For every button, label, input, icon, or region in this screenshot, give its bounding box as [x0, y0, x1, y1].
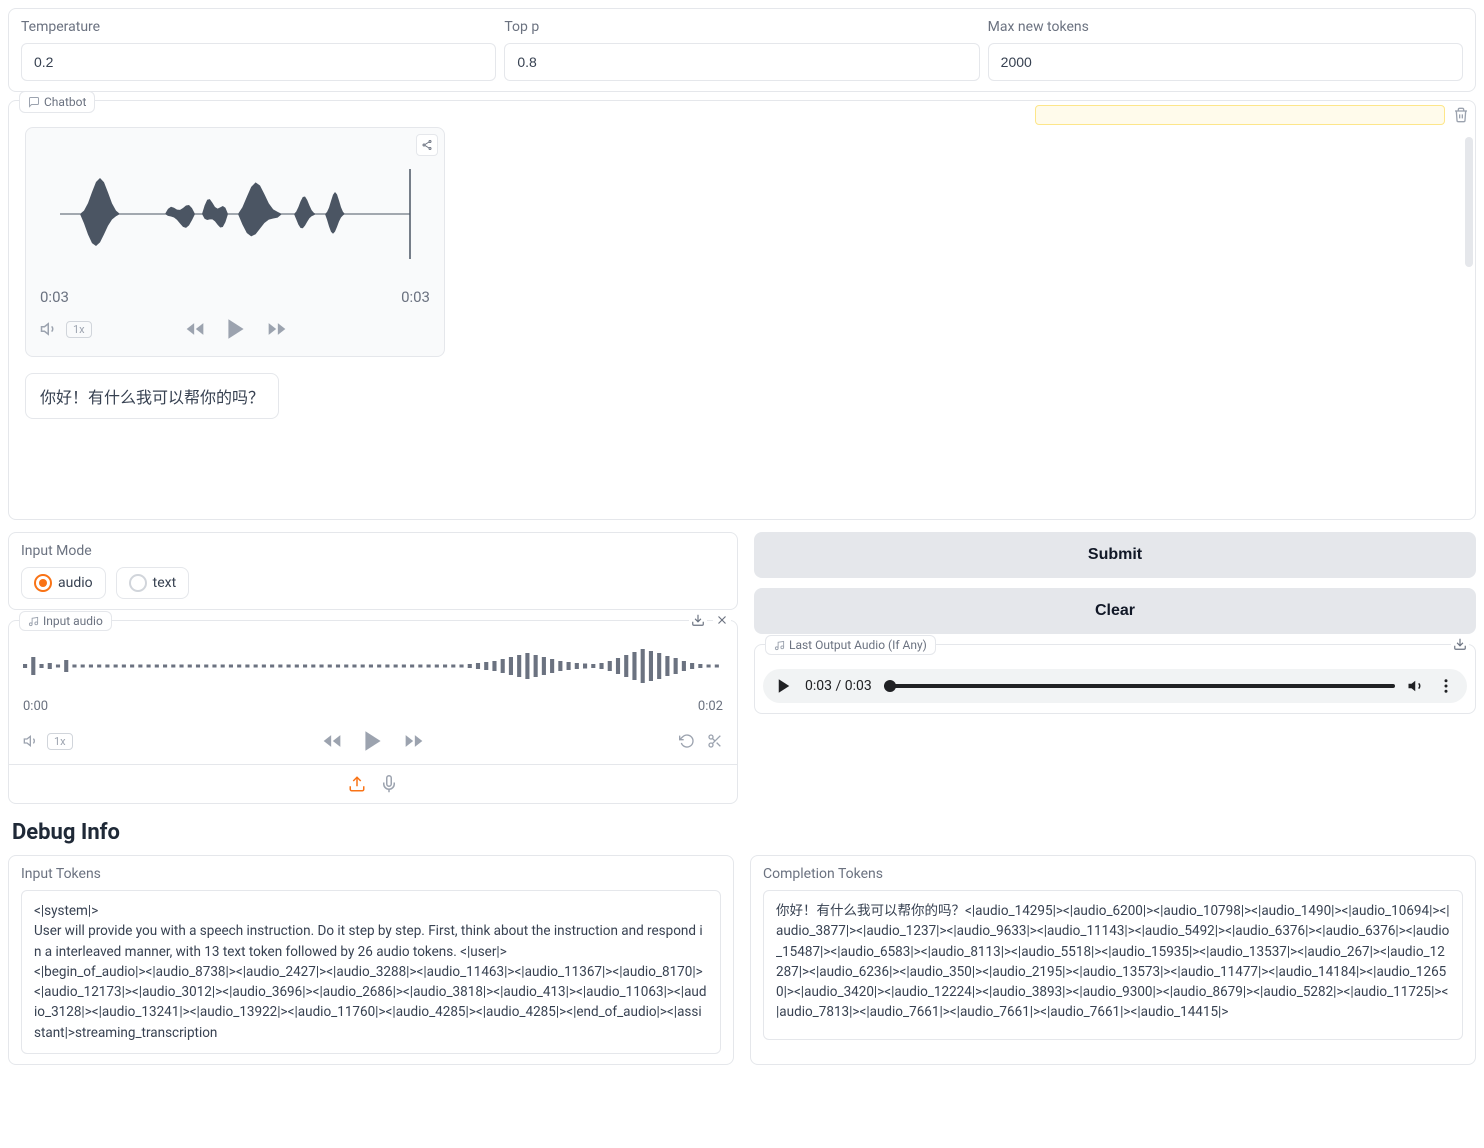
music-note-icon [774, 640, 785, 651]
forward-icon[interactable] [404, 731, 424, 751]
play-icon[interactable] [775, 677, 793, 695]
input-mode-label: Input Mode [21, 543, 725, 559]
completion-tokens-label: Completion Tokens [763, 866, 1463, 882]
upload-icon[interactable] [348, 775, 366, 793]
chat-audio-time-left: 0:03 [40, 288, 69, 306]
radio-dot-icon [34, 574, 52, 592]
play-icon[interactable] [223, 316, 249, 342]
native-audio-player[interactable]: 0:03 / 0:03 [763, 669, 1467, 703]
input-audio-tag: Input audio [19, 611, 112, 631]
clear-button[interactable]: Clear [754, 588, 1476, 634]
chatbot-tag: Chatbot [19, 91, 95, 113]
radio-option-audio[interactable]: audio [21, 567, 106, 599]
microphone-icon[interactable] [380, 775, 398, 793]
radio-label: text [153, 575, 177, 591]
scrollbar[interactable] [1465, 137, 1473, 267]
max-tokens-field-wrap: Max new tokens [988, 19, 1463, 81]
input-speed-badge[interactable]: 1x [47, 733, 73, 750]
completion-tokens-panel: Completion Tokens 你好！有什么我可以帮你的吗？<|audio_… [750, 855, 1476, 1065]
download-icon[interactable] [1451, 635, 1469, 653]
native-audio-track[interactable] [884, 684, 1395, 688]
input-audio-time-right: 0:02 [698, 699, 723, 714]
chat-icon [28, 96, 40, 108]
native-audio-time: 0:03 / 0:03 [805, 678, 872, 694]
last-output-panel: Last Output Audio (If Any) 0:03 / 0:03 [754, 644, 1476, 714]
scissors-icon[interactable] [707, 733, 723, 749]
speed-badge[interactable]: 1x [66, 321, 92, 338]
share-icon[interactable] [416, 134, 438, 156]
last-output-tag-label: Last Output Audio (If Any) [789, 638, 927, 652]
chat-audio-card: 0:03 0:03 1x [25, 127, 445, 357]
chatbot-tag-label: Chatbot [44, 95, 86, 109]
max-tokens-label: Max new tokens [988, 19, 1463, 35]
radio-option-text[interactable]: text [116, 567, 190, 599]
params-panel: Temperature Top p Max new tokens [8, 8, 1476, 92]
input-waveform [9, 621, 737, 697]
volume-icon[interactable] [40, 320, 58, 338]
assistant-reply-bubble: 你好！有什么我可以帮你的吗？ [25, 373, 279, 419]
play-icon[interactable] [360, 728, 386, 754]
music-note-icon [28, 616, 39, 627]
volume-icon[interactable] [1407, 677, 1425, 695]
input-tokens-text: <|system|> User will provide you with a … [21, 890, 721, 1054]
forward-icon[interactable] [267, 319, 287, 339]
input-audio-tag-label: Input audio [43, 614, 103, 628]
trash-icon[interactable] [1453, 107, 1469, 123]
volume-icon[interactable] [23, 733, 39, 749]
submit-button[interactable]: Submit [754, 532, 1476, 578]
undo-icon[interactable] [679, 733, 695, 749]
max-tokens-input[interactable] [988, 43, 1463, 81]
input-audio-time-left: 0:00 [23, 699, 48, 714]
temperature-field-wrap: Temperature [21, 19, 496, 81]
chatbot-panel: Chatbot 0:03 0:03 1x [8, 100, 1476, 520]
rewind-icon[interactable] [185, 319, 205, 339]
input-audio-panel: Input audio 0:00 0:02 1x [8, 620, 738, 804]
download-icon[interactable] [689, 611, 707, 629]
temperature-label: Temperature [21, 19, 496, 35]
debug-title: Debug Info [12, 820, 1476, 845]
top-p-input[interactable] [504, 43, 979, 81]
top-p-field-wrap: Top p [504, 19, 979, 81]
temperature-input[interactable] [21, 43, 496, 81]
input-tokens-panel: Input Tokens <|system|> User will provid… [8, 855, 734, 1065]
completion-tokens-text: 你好！有什么我可以帮你的吗？<|audio_14295|><|audio_620… [763, 890, 1463, 1040]
top-p-label: Top p [504, 19, 979, 35]
last-output-tag: Last Output Audio (If Any) [765, 635, 936, 655]
input-tokens-label: Input Tokens [21, 866, 721, 882]
close-icon[interactable] [713, 611, 731, 629]
radio-label: audio [58, 575, 93, 591]
more-icon[interactable] [1437, 677, 1455, 695]
warning-banner [1035, 105, 1445, 125]
input-mode-panel: Input Mode audio text [8, 532, 738, 610]
radio-dot-icon [129, 574, 147, 592]
rewind-icon[interactable] [322, 731, 342, 751]
chat-audio-time-right: 0:03 [401, 288, 430, 306]
chat-waveform [36, 144, 434, 284]
